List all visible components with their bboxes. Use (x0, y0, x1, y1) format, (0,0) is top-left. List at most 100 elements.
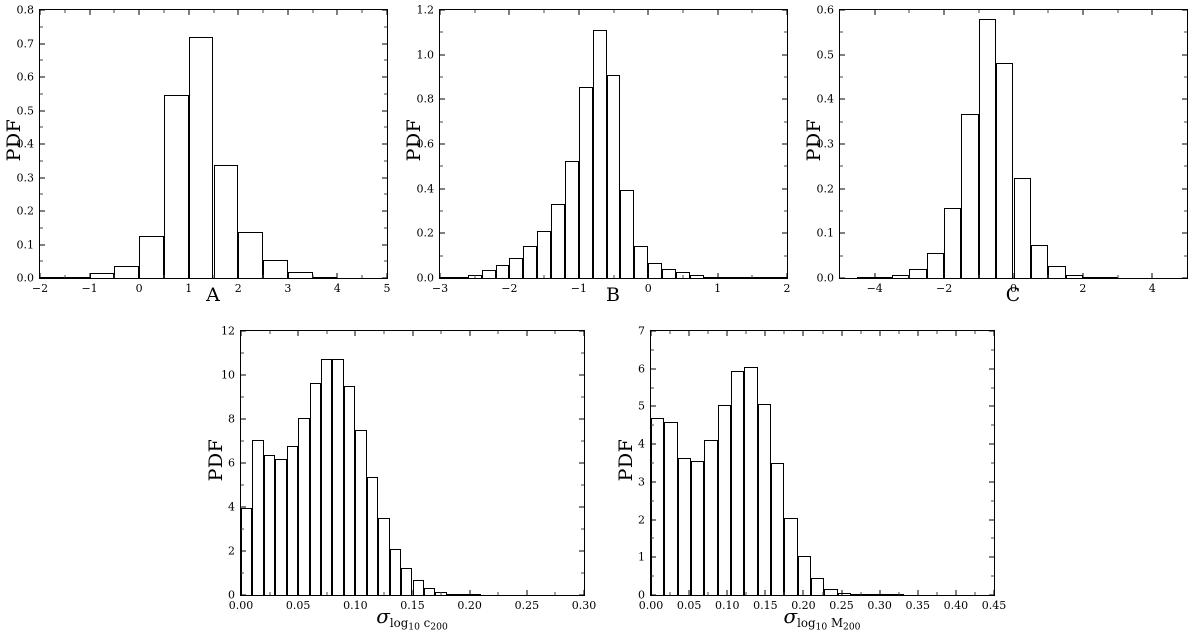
x-axis-tick-label: 0.25 (829, 599, 854, 612)
y-axis-minor-tick (651, 575, 654, 577)
y-axis-minor-tick (241, 572, 244, 574)
x-axis-tick-mark (526, 331, 528, 336)
y-axis-tick-label: 0.5 (16, 104, 35, 117)
x-axis-tick-mark (138, 10, 140, 15)
y-axis-tick-mark (989, 443, 994, 445)
y-axis-tick-mark (241, 330, 246, 332)
x-axis-tick-mark (439, 273, 441, 278)
x-axis-tick-mark (39, 10, 41, 15)
y-axis-minor-tick (651, 500, 654, 502)
x-axis-tick-mark (297, 590, 299, 595)
y-axis-minor-tick (241, 396, 244, 398)
y-axis-tick-mark (989, 368, 994, 370)
x-axis-minor-tick (1047, 10, 1049, 13)
x-axis-tick-label: 0.05 (285, 599, 311, 612)
histogram-bar (453, 276, 468, 278)
y-axis-tick-mark (241, 462, 246, 464)
y-axis-minor-tick (40, 160, 43, 162)
x-axis-tick-mark (1151, 10, 1153, 15)
panel-d-plot-area: 0 2 4 6 8 10 12 0.00 0.05 0.10 0.15 0.20 0.25 0.30 (221, 326, 596, 612)
x-axis-tick-mark (412, 590, 413, 595)
x-axis-minor-tick (543, 10, 545, 13)
x-axis-tick-mark (802, 331, 804, 336)
panel-d-y-axis-label: PDF (205, 438, 227, 482)
histogram-bar (892, 275, 910, 278)
x-axis-minor-tick (1117, 10, 1119, 13)
y-axis-tick-label: 12 (221, 324, 235, 338)
y-axis-tick-mark (579, 506, 584, 508)
x-axis-minor-tick (908, 10, 910, 13)
y-axis-tick-label: 0.1 (16, 238, 35, 251)
histogram-bar (961, 114, 979, 278)
y-axis-tick-mark (651, 594, 656, 596)
histogram-bar (675, 272, 690, 278)
histogram-bar (620, 190, 635, 278)
x-axis-minor-tick (1117, 275, 1119, 278)
x-axis-tick-label: 2 (234, 282, 242, 295)
x-axis-tick-mark (89, 273, 91, 278)
x-axis-tick-mark (508, 10, 510, 15)
y-axis-tick-mark (989, 519, 994, 521)
y-axis-tick-label: 0.4 (416, 182, 435, 196)
x-axis-minor-tick (751, 10, 753, 13)
y-axis-tick-label: 0 (228, 588, 235, 602)
y-axis-tick-label: 10 (221, 368, 235, 382)
y-axis-tick-mark (579, 330, 584, 332)
y-axis-minor-tick (784, 76, 787, 78)
y-axis-minor-tick (40, 193, 43, 195)
x-axis-minor-tick (822, 592, 823, 595)
x-axis-tick-mark (650, 590, 652, 595)
y-axis-minor-tick (1184, 76, 1187, 78)
y-axis-tick-mark (579, 550, 584, 552)
y-axis-minor-tick (581, 352, 584, 354)
panel-e-x-axis-label: σlog10 M200 (783, 604, 860, 632)
y-axis-minor-tick (40, 126, 43, 128)
y-axis-minor-tick (384, 26, 387, 28)
y-axis-tick-mark (989, 330, 994, 332)
x-axis-tick-mark (943, 273, 945, 278)
y-axis-minor-tick (991, 575, 994, 577)
histogram-bar (139, 235, 164, 278)
y-axis-tick-mark (382, 177, 387, 178)
histogram-bar (412, 580, 424, 595)
y-axis-tick-label: 7 (638, 324, 645, 338)
x-axis-minor-tick (554, 592, 556, 595)
x-axis-tick-mark (688, 590, 690, 595)
histogram-bar (252, 439, 264, 595)
histogram-bar (978, 18, 997, 278)
x-axis-tick-mark (955, 331, 957, 336)
panel-b-bars (440, 10, 787, 278)
x-axis-tick-mark (1151, 273, 1153, 278)
y-axis-tick-mark (579, 462, 584, 464)
y-axis-minor-tick (784, 255, 787, 257)
histogram-bar (378, 517, 390, 595)
y-axis-tick-mark (782, 232, 787, 234)
y-axis-tick-mark (782, 98, 787, 100)
x-axis-tick-label: −2 (31, 282, 49, 295)
panel-e-bars (651, 331, 994, 595)
x-axis-minor-tick (326, 331, 328, 334)
panel-a-plot-area: 0.0 0.1 0.2 0.3 0.4 0.5 0.6 0.7 0.8 −2 −1 0 1 2 3 4 5 (17, 5, 391, 295)
x-axis-tick-mark (526, 590, 528, 595)
y-axis-minor-tick (840, 165, 843, 167)
y-axis-minor-tick (581, 528, 584, 530)
y-axis-tick-label: 0.5 (816, 48, 835, 62)
y-axis-tick-mark (40, 244, 45, 245)
y-axis-minor-tick (384, 260, 387, 262)
x-axis-minor-tick (163, 10, 165, 13)
x-axis-tick-label: 0.30 (867, 599, 892, 612)
y-axis-minor-tick (241, 352, 244, 354)
histogram-bar (664, 422, 678, 595)
histogram-bar (1100, 276, 1118, 278)
y-axis-tick-label: 0.0 (16, 271, 35, 285)
histogram-bar (537, 231, 552, 278)
histogram-bar (864, 593, 878, 595)
x-axis-tick-label: 1 (714, 282, 722, 295)
histogram-bar (811, 577, 825, 595)
x-axis-minor-tick (213, 275, 214, 278)
x-axis-tick-label: 0.00 (638, 599, 664, 612)
x-axis-tick-mark (717, 273, 719, 278)
histogram-bar (355, 430, 367, 595)
y-axis-tick-mark (1182, 98, 1187, 100)
y-axis-tick-label: 1.0 (416, 48, 435, 62)
